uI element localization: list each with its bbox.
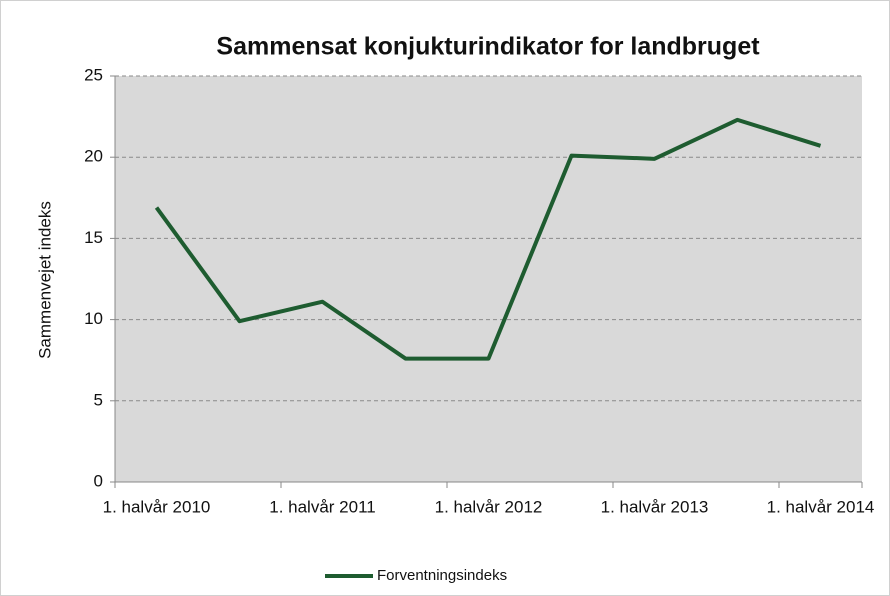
line-series [154,117,822,361]
chart-title: Sammensat konjukturindikator for landbru… [216,33,760,61]
y-tick-label: 5 [94,390,103,409]
y-tick-label: 20 [84,147,103,166]
y-tick-label: 10 [84,309,103,328]
y-axis-label: Sammenvejet indeks [35,201,54,359]
y-tick-label: 25 [84,65,103,84]
y-tick-label: 0 [94,471,103,490]
plot-area [115,76,862,482]
x-tick-label: 1. halvår 2012 [435,497,543,516]
y-tick-label: 15 [84,228,103,247]
x-tick-label: 1. halvår 2011 [269,497,375,516]
x-tick-label: 1. halvår 2014 [767,497,875,516]
x-tick-label: 1. halvår 2010 [103,497,211,516]
x-tick-label: 1. halvår 2013 [601,497,709,516]
legend-label: Forventningsindeks [377,567,507,584]
